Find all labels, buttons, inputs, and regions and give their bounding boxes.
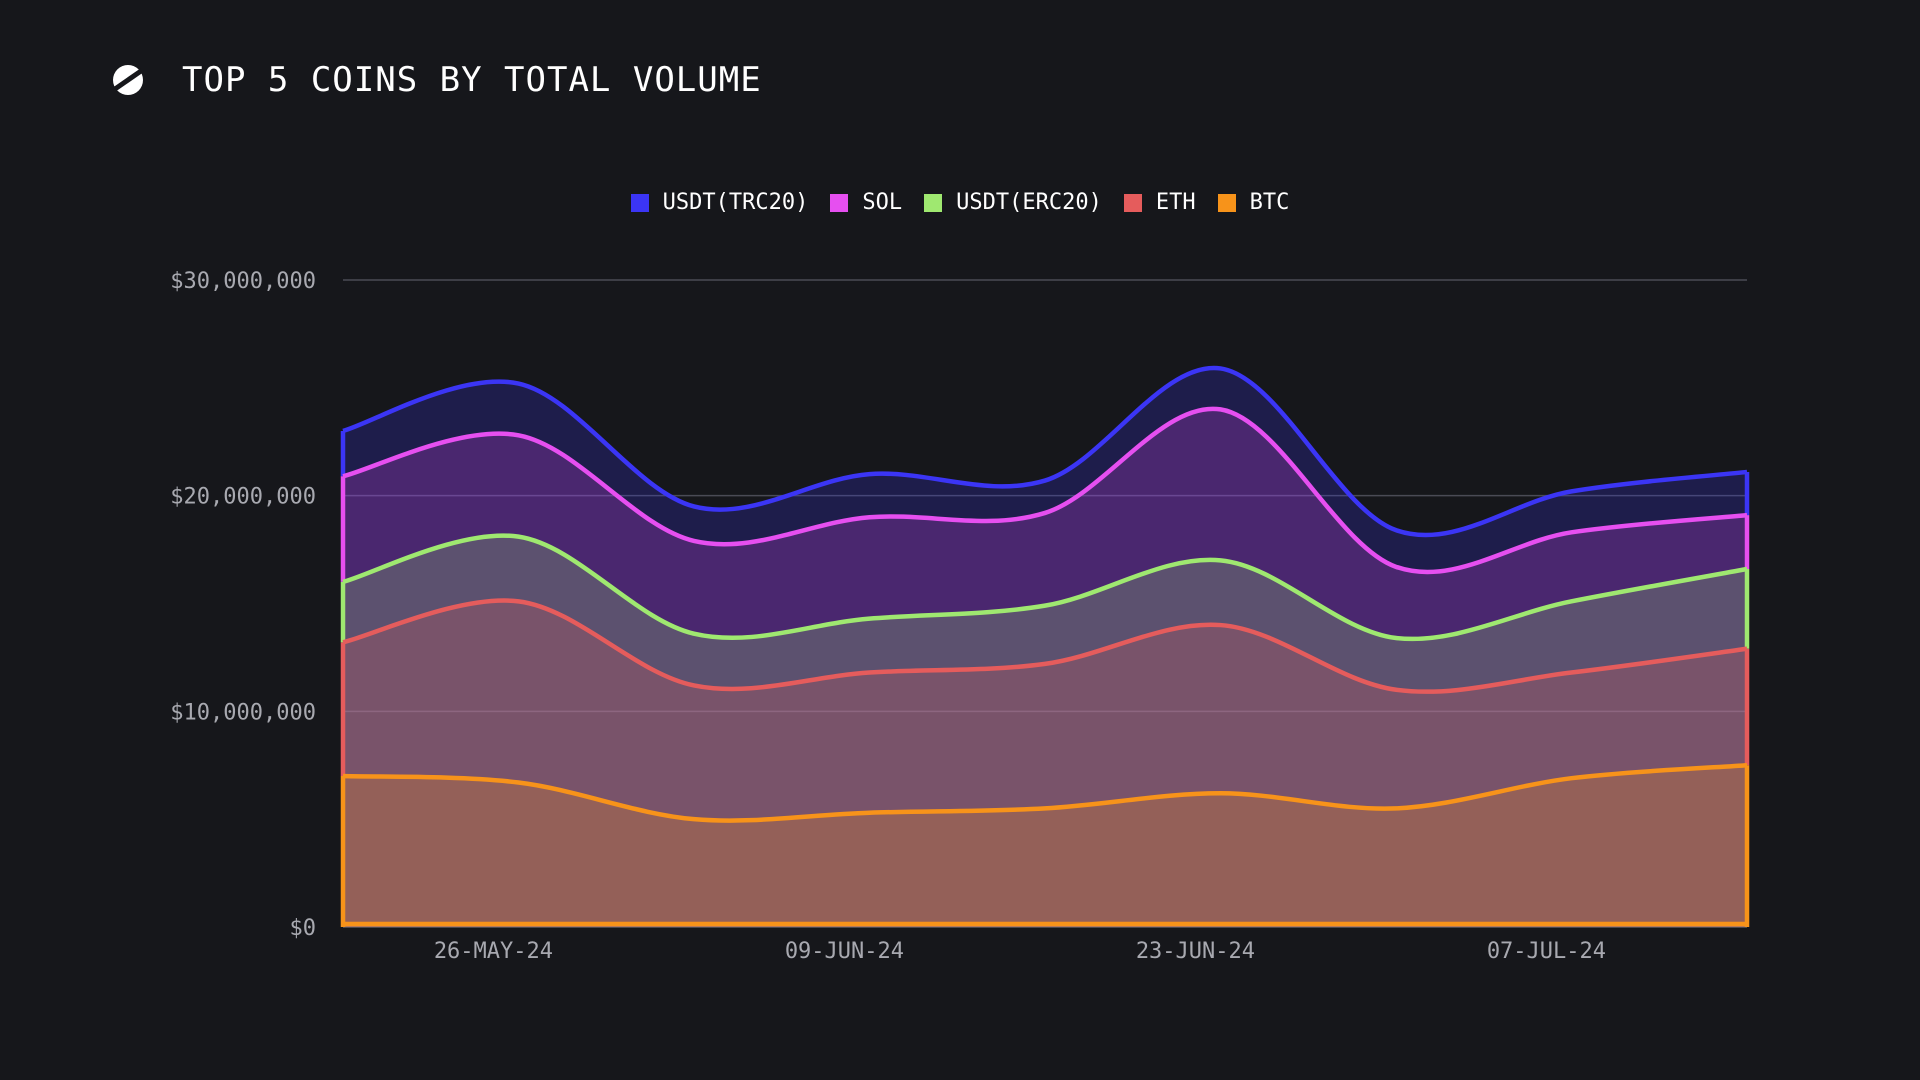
y-tick-label: $20,000,000 bbox=[170, 485, 316, 510]
line-usdt-erc20 bbox=[342, 533, 1748, 642]
legend-label: USDT(ERC20) bbox=[956, 190, 1102, 215]
area-eth bbox=[343, 600, 1747, 927]
legend-label: USDT(TRC20) bbox=[662, 190, 809, 215]
y-tick-label: $10,000,000 bbox=[170, 700, 316, 725]
legend-item-usdt-trc20[interactable]: USDT(TRC20) bbox=[630, 190, 809, 215]
legend-item-eth[interactable]: ETH bbox=[1123, 190, 1196, 215]
legend-item-usdt-erc20[interactable]: USDT(ERC20) bbox=[924, 190, 1102, 215]
legend-item-btc[interactable]: BTC bbox=[1217, 190, 1290, 215]
legend-swatch bbox=[1123, 193, 1142, 212]
legend-label: BTC bbox=[1249, 190, 1290, 215]
legend-label: SOL bbox=[862, 190, 903, 215]
line-btc bbox=[342, 763, 1748, 823]
x-tick-label: 09-JUN-24 bbox=[785, 939, 904, 964]
legend-swatch bbox=[924, 193, 943, 212]
legend-label: ETH bbox=[1155, 190, 1196, 215]
y-tick-label: $0 bbox=[290, 916, 317, 941]
legend-swatch bbox=[830, 193, 849, 212]
legend-item-sol[interactable]: SOL bbox=[830, 190, 902, 215]
chart-header: TOP 5 COINS BY TOTAL VOLUME bbox=[108, 56, 762, 104]
x-tick-label: 23-JUN-24 bbox=[1136, 939, 1255, 964]
line-eth bbox=[342, 598, 1748, 694]
area-usdt-erc20 bbox=[343, 535, 1747, 927]
legend-swatch bbox=[630, 193, 649, 212]
area-btc bbox=[343, 765, 1747, 927]
chart-title: TOP 5 COINS BY TOTAL VOLUME bbox=[182, 60, 762, 100]
line-usdt-trc20 bbox=[342, 365, 1748, 538]
area-sol bbox=[343, 408, 1747, 927]
chart-legend: USDT(TRC20) SOL USDT(ERC20) ETH BTC bbox=[0, 190, 1920, 215]
slash-circle-logo-icon bbox=[112, 65, 144, 95]
x-tick-label: 07-JUL-24 bbox=[1487, 939, 1606, 964]
x-tick-label: 26-MAY-24 bbox=[434, 939, 553, 964]
line-sol bbox=[342, 406, 1748, 575]
y-tick-label: $30,000,000 bbox=[170, 269, 316, 294]
legend-swatch bbox=[1217, 193, 1236, 212]
